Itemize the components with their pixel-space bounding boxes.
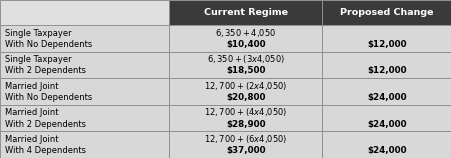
Text: Married Joint: Married Joint (5, 135, 58, 144)
Bar (0, 0, 169, 25)
Bar (322, 105, 451, 131)
Bar (322, 131, 451, 158)
Text: With 2 Dependents: With 2 Dependents (5, 66, 86, 75)
Bar (0, 52, 169, 78)
Text: $20,800: $20,800 (226, 93, 266, 102)
Text: Married Joint: Married Joint (5, 82, 58, 91)
Text: Single Taxpayer: Single Taxpayer (5, 55, 71, 64)
Bar (169, 0, 322, 25)
Text: Current Regime: Current Regime (204, 8, 288, 17)
Text: Single Taxpayer: Single Taxpayer (5, 29, 71, 38)
Text: $12,700 + (6x$4,050): $12,700 + (6x$4,050) (204, 133, 287, 145)
Bar (322, 25, 451, 52)
Bar (169, 131, 322, 158)
Text: $10,400: $10,400 (226, 40, 266, 49)
Bar (0, 105, 169, 131)
Bar (0, 78, 169, 105)
Bar (169, 78, 322, 105)
Text: $24,000: $24,000 (367, 146, 406, 155)
Text: $12,700 + (4x$4,050): $12,700 + (4x$4,050) (204, 106, 287, 118)
Text: $6,350 + $4,050: $6,350 + $4,050 (215, 27, 276, 39)
Text: With No Dependents: With No Dependents (5, 40, 92, 49)
Text: $12,700 + (2x$4,050): $12,700 + (2x$4,050) (204, 80, 287, 92)
Text: $28,900: $28,900 (226, 119, 266, 128)
Bar (322, 52, 451, 78)
Text: With 4 Dependents: With 4 Dependents (5, 146, 86, 155)
Bar (0, 25, 169, 52)
Bar (322, 0, 451, 25)
Text: $6,350 + (3x$4,050): $6,350 + (3x$4,050) (207, 53, 285, 65)
Bar (169, 25, 322, 52)
Text: $12,000: $12,000 (367, 66, 406, 75)
Text: Married Joint: Married Joint (5, 108, 58, 117)
Bar (169, 52, 322, 78)
Text: $37,000: $37,000 (226, 146, 266, 155)
Text: $12,000: $12,000 (367, 40, 406, 49)
Bar (322, 78, 451, 105)
Text: With No Dependents: With No Dependents (5, 93, 92, 102)
Text: Proposed Change: Proposed Change (340, 8, 433, 17)
Text: $18,500: $18,500 (226, 66, 266, 75)
Bar (0, 131, 169, 158)
Text: With 2 Dependents: With 2 Dependents (5, 119, 86, 128)
Text: $24,000: $24,000 (367, 93, 406, 102)
Bar (169, 105, 322, 131)
Text: $24,000: $24,000 (367, 119, 406, 128)
